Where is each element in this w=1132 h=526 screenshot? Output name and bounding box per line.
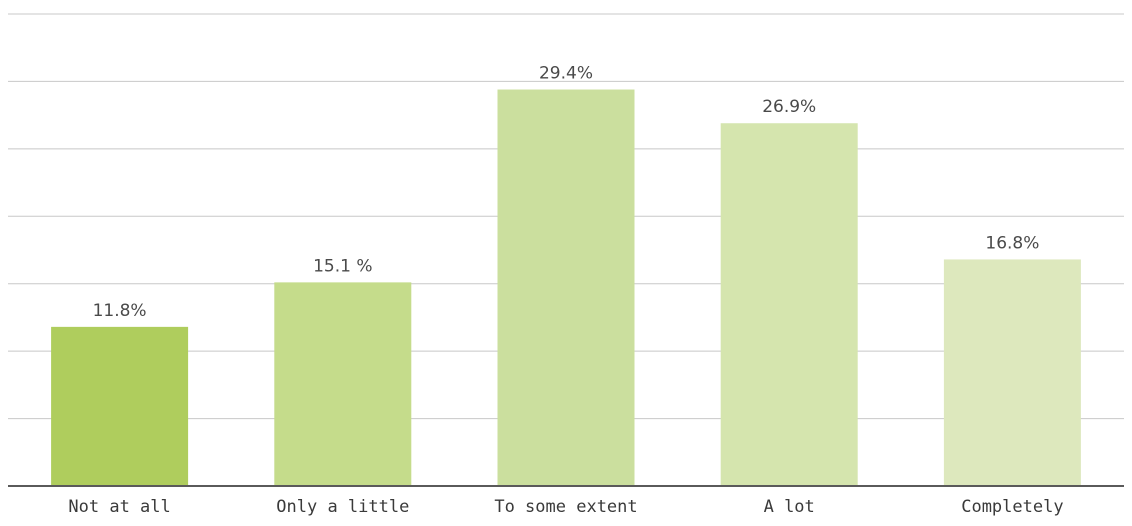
data-label: 11.8% <box>93 301 147 321</box>
bars <box>51 89 1081 487</box>
category-label: A lot <box>764 497 815 517</box>
data-label: 16.8% <box>985 233 1039 253</box>
category-label: To some extent <box>494 497 637 517</box>
data-labels: 11.8% 15.1 % 29.4% 26.9% 16.8% <box>93 64 1040 321</box>
bar <box>51 326 189 486</box>
category-label: Not at all <box>68 497 170 517</box>
bar <box>274 282 412 486</box>
category-labels: Not at all Only a little To some extent A l… <box>68 497 1063 517</box>
data-label: 15.1 % <box>313 256 372 276</box>
category-label: Completely <box>961 497 1063 517</box>
bar <box>720 123 858 486</box>
bar <box>943 259 1081 486</box>
data-label: 29.4% <box>539 64 593 84</box>
bar <box>497 89 635 487</box>
data-label: 26.9% <box>762 97 816 117</box>
category-label: Only a little <box>276 497 409 517</box>
